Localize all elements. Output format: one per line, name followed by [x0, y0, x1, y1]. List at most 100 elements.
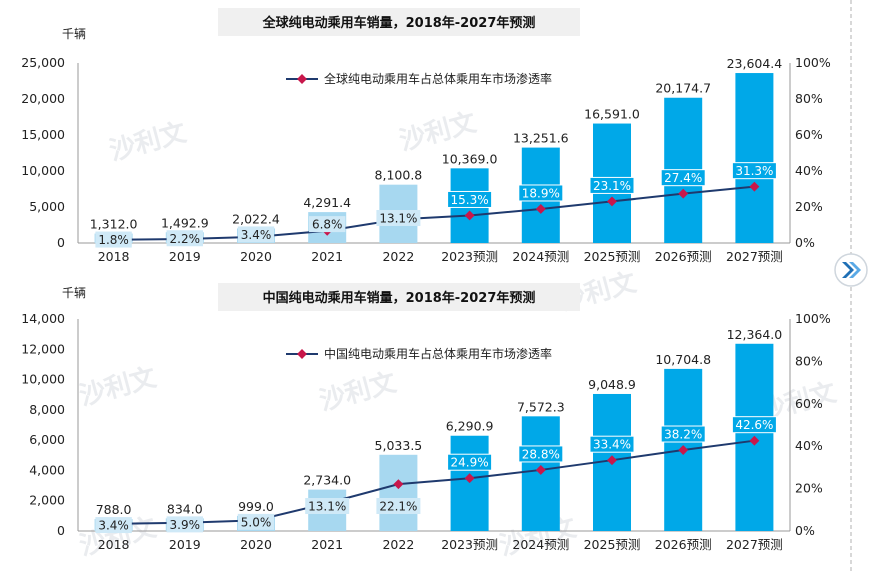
- penetration-label-background: [589, 176, 635, 194]
- x-category-label: 2020: [240, 537, 272, 552]
- penetration-label-background: [237, 513, 275, 530]
- x-category-label: 2020: [240, 249, 272, 264]
- penetration-rate-label: 5.0%: [241, 515, 272, 529]
- penetration-rate-label: 3.4%: [98, 519, 129, 533]
- penetration-label-background: [589, 435, 635, 453]
- x-category-label: 2021: [311, 249, 343, 264]
- y-right-tick-label: 100%: [795, 311, 831, 326]
- penetration-label-background: [660, 169, 706, 187]
- x-category-label: 2019: [169, 249, 201, 264]
- y-right-tick-label: 60%: [795, 396, 823, 411]
- chart-title: 全球纯电动乘用车销量，2018年-2027年预测: [262, 15, 536, 31]
- x-category-label: 2025预测: [584, 537, 641, 552]
- bar: [450, 435, 489, 531]
- penetration-label-background: [166, 516, 203, 533]
- y-right-tick-label: 100%: [795, 55, 831, 70]
- penetration-rate-marker: [535, 464, 546, 475]
- bar: [735, 73, 774, 244]
- bar-value-label: 13,251.6: [513, 131, 569, 146]
- y-left-tick-label: 0: [57, 523, 65, 538]
- y-right-tick-label: 80%: [795, 91, 823, 106]
- penetration-rate-marker: [464, 210, 475, 221]
- penetration-label-background: [95, 231, 132, 248]
- bar-value-label: 12,364.0: [727, 327, 783, 342]
- y-left-tick-label: 5,000: [29, 199, 65, 214]
- penetration-rate-line: [113, 185, 755, 241]
- x-category-label: 2023预测: [441, 249, 498, 264]
- x-category-label: 2026预测: [655, 249, 712, 264]
- watermark-text: 沙利文: [396, 106, 480, 156]
- penetration-rate-label: 28.8%: [522, 447, 560, 461]
- y-left-tick-label: 10,000: [21, 163, 65, 178]
- bar: [379, 454, 418, 531]
- penetration-rate-marker: [749, 181, 760, 192]
- y-left-tick-label: 4,000: [29, 462, 65, 477]
- y-left-tick-label: 2,000: [29, 493, 65, 508]
- penetration-rate-marker: [464, 473, 475, 484]
- y-right-tick-label: 40%: [795, 163, 823, 178]
- y-left-tick-label: 15,000: [21, 127, 65, 142]
- x-category-label: 2019: [169, 537, 201, 552]
- penetration-rate-label: 31.3%: [735, 164, 773, 178]
- watermark-text: 沙利文: [316, 366, 400, 416]
- penetration-rate-marker: [607, 196, 617, 207]
- x-category-label: 2027预测: [726, 249, 783, 264]
- legend-marker-swatch: [297, 349, 307, 359]
- bar-value-label: 16,591.0: [584, 107, 640, 122]
- x-category-label: 2023预测: [441, 537, 498, 552]
- penetration-rate-marker: [749, 435, 760, 446]
- penetration-label-background: [166, 230, 203, 247]
- penetration-label-background: [518, 445, 564, 463]
- bar-value-label: 6,290.9: [446, 419, 494, 434]
- penetration-rate-label: 38.2%: [664, 428, 702, 442]
- penetration-rate-line: [113, 439, 755, 525]
- y-right-tick-label: 40%: [795, 438, 823, 453]
- y-axis-unit-label: 千辆: [62, 286, 86, 300]
- chart-title: 中国纯电动乘用车销量，2018年-2027年预测: [263, 290, 536, 306]
- bar-value-label: 2,022.4: [232, 211, 280, 226]
- bar-value-label: 5,033.5: [375, 438, 423, 453]
- x-category-label: 2026预测: [655, 537, 712, 552]
- x-category-label: 2024预测: [512, 537, 569, 552]
- next-page-button[interactable]: [834, 253, 868, 287]
- y-left-tick-label: 25,000: [21, 55, 65, 70]
- y-right-tick-label: 20%: [795, 481, 823, 496]
- y-right-tick-label: 60%: [795, 127, 823, 142]
- bar-value-label: 8,100.8: [375, 168, 423, 183]
- x-category-label: 2024预测: [512, 249, 569, 264]
- penetration-rate-label: 27.4%: [664, 171, 702, 185]
- penetration-rate-label: 42.6%: [735, 418, 773, 432]
- legend-label: 中国纯电动乘用车占总体乘用车市场渗透率: [324, 346, 552, 361]
- y-right-tick-label: 0%: [795, 235, 815, 250]
- penetration-label-background: [305, 498, 350, 514]
- x-category-label: 2018: [98, 249, 130, 264]
- penetration-label-background: [660, 425, 706, 443]
- bar-value-label: 7,572.3: [517, 399, 565, 414]
- penetration-rate-label: 24.9%: [451, 456, 489, 470]
- y-right-tick-label: 0%: [795, 523, 815, 538]
- legend-marker-swatch: [297, 74, 307, 84]
- penetration-label-background: [447, 190, 493, 208]
- penetration-label-background: [237, 226, 275, 243]
- penetration-rate-label: 33.4%: [593, 438, 631, 452]
- y-axis-unit-label: 千辆: [62, 27, 86, 41]
- penetration-rate-label: 22.1%: [379, 500, 417, 514]
- penetration-rate-label: 3.4%: [241, 228, 272, 242]
- y-left-tick-label: 0: [57, 235, 65, 250]
- penetration-rate-label: 23.1%: [593, 179, 631, 193]
- penetration-rate-label: 15.3%: [451, 193, 489, 207]
- bar-value-label: 20,174.7: [655, 81, 711, 96]
- y-right-tick-label: 80%: [795, 353, 823, 368]
- penetration-rate-marker: [607, 455, 617, 466]
- penetration-label-background: [376, 210, 421, 226]
- y-left-tick-label: 20,000: [21, 91, 65, 106]
- penetration-rate-marker: [393, 479, 404, 490]
- chart-title-background: [218, 283, 580, 311]
- penetration-rate-marker: [678, 188, 689, 199]
- penetration-label-background: [518, 184, 564, 202]
- china-bev-sales-chart: 中国纯电动乘用车销量，2018年-2027年预测 千辆 0 2,000 4,000 6,0…: [21, 283, 831, 552]
- legend-label: 全球纯电动乘用车占总体乘用车市场渗透率: [324, 71, 552, 86]
- bar-value-label: 1,312.0: [90, 217, 138, 232]
